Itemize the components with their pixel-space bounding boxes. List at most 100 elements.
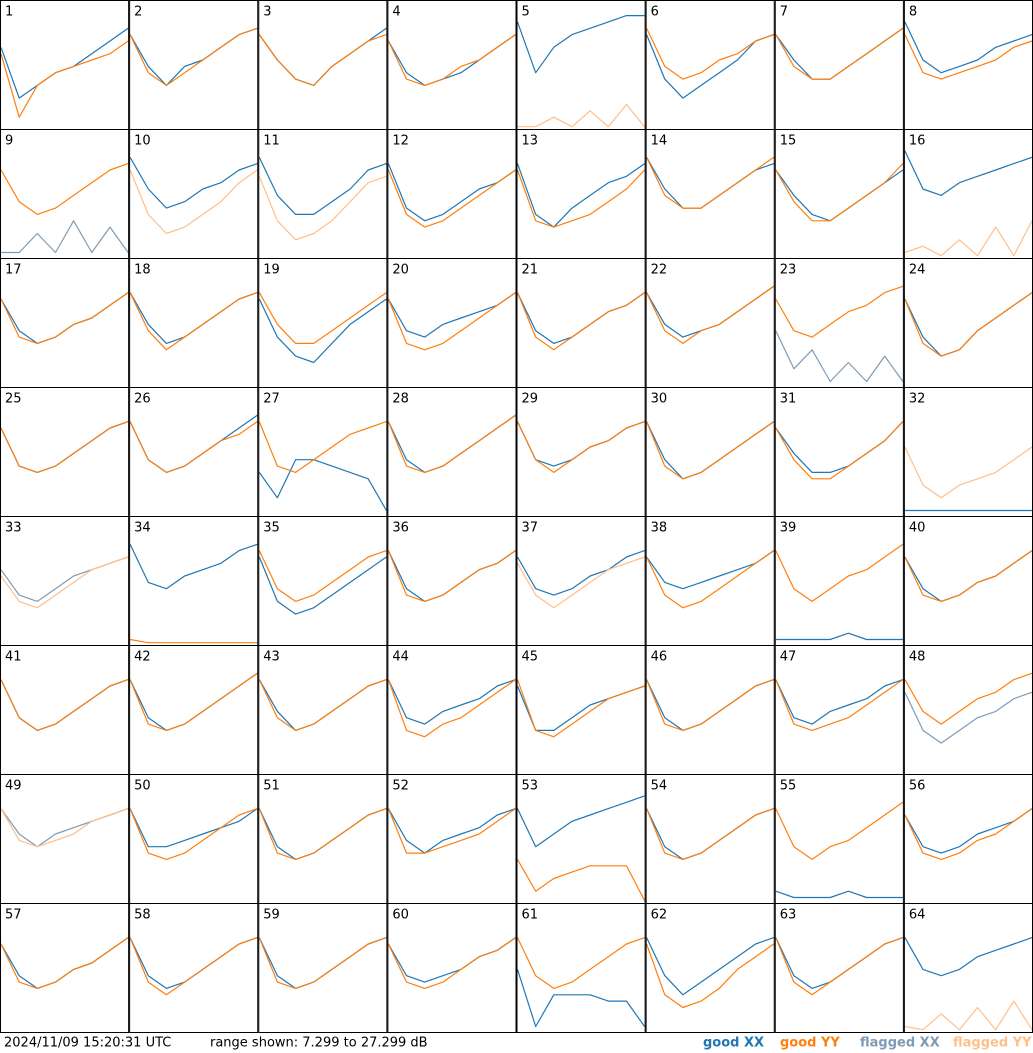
yy-spectrum — [775, 421, 904, 480]
yy-spectrum — [129, 27, 258, 86]
panel-label: 11 — [263, 134, 280, 149]
xx-spectrum — [387, 163, 516, 222]
xx-spectrum — [258, 459, 387, 511]
panel-label: 4 — [392, 5, 400, 20]
panel-label: 1 — [5, 5, 13, 20]
legend-entry: flagged YY — [953, 1036, 1032, 1051]
panel-label: 21 — [522, 263, 539, 278]
yy-spectrum — [775, 801, 904, 860]
xx-spectrum — [1, 220, 129, 254]
panel-label: 14 — [651, 134, 668, 149]
yy-spectrum — [0, 808, 129, 848]
panel-label: 54 — [651, 779, 668, 794]
yy-spectrum — [0, 937, 129, 989]
yy-spectrum — [775, 285, 904, 338]
xx-spectrum — [516, 795, 645, 848]
panel-frame — [129, 903, 259, 1033]
xx-spectrum — [129, 157, 258, 209]
panel-label: 26 — [134, 392, 151, 407]
panel-label: 15 — [780, 134, 797, 149]
yy-spectrum — [516, 556, 645, 609]
panel-label: 59 — [263, 908, 280, 923]
xx-spectrum — [258, 556, 387, 615]
panel-label: 23 — [780, 263, 797, 278]
yy-spectrum — [646, 28, 774, 80]
panel-label: 61 — [522, 908, 539, 923]
panel-label: 25 — [5, 392, 22, 407]
yy-spectrum — [387, 34, 516, 86]
yy-spectrum — [0, 679, 129, 731]
panel-label: 43 — [263, 650, 280, 665]
yy-spectrum — [904, 292, 1033, 357]
xx-spectrum — [775, 632, 903, 641]
panel-label: 50 — [134, 779, 151, 794]
xx-spectrum — [775, 890, 903, 899]
xx-spectrum — [646, 34, 774, 99]
yy-spectrum — [516, 859, 646, 901]
yy-spectrum — [387, 679, 516, 738]
panel-label: 57 — [5, 908, 22, 923]
yy-spectrum — [646, 285, 775, 344]
yy-spectrum — [0, 40, 129, 118]
xx-spectrum — [904, 808, 1033, 854]
yy-spectrum — [387, 292, 516, 351]
xx-spectrum — [516, 163, 645, 228]
panel-label: 10 — [134, 134, 151, 149]
timestamp: 2024/11/09 15:20:31 UTC — [4, 1036, 171, 1051]
panel-label: 27 — [263, 392, 280, 407]
panel-label: 18 — [134, 263, 151, 278]
legend-entry: good XX — [703, 1036, 764, 1051]
panel-label: 49 — [5, 779, 22, 794]
yy-spectrum — [258, 421, 387, 473]
panel-label: 29 — [522, 392, 539, 407]
xx-spectrum — [904, 691, 1033, 744]
panel-label: 38 — [651, 521, 668, 536]
yy-spectrum — [646, 808, 774, 860]
xx-spectrum — [387, 808, 516, 854]
panel-label: 5 — [522, 5, 530, 20]
yy-spectrum — [387, 550, 516, 602]
panel-frame — [387, 903, 517, 1033]
xx-spectrum — [904, 937, 1033, 977]
yy-spectrum — [387, 169, 516, 228]
yy-spectrum — [258, 679, 387, 731]
panel-label: 28 — [392, 392, 409, 407]
panel-label: 44 — [392, 650, 409, 665]
panel-frame — [258, 903, 388, 1033]
yy-spectrum — [516, 679, 645, 738]
yy-spectrum — [516, 292, 645, 351]
yy-spectrum — [129, 937, 258, 996]
yy-spectrum — [258, 292, 387, 344]
yy-spectrum — [904, 1000, 1033, 1031]
xx-spectrum — [516, 969, 646, 1028]
yy-spectrum — [258, 34, 387, 86]
panel-label: 2 — [134, 5, 142, 20]
panel-frame — [516, 903, 646, 1033]
panel-label: 56 — [909, 779, 926, 794]
panel-label: 55 — [780, 779, 797, 794]
yy-spectrum — [904, 672, 1033, 725]
yy-spectrum — [646, 550, 775, 609]
panel-label: 17 — [5, 263, 22, 278]
panel-label: 36 — [392, 521, 409, 536]
panel-label: 58 — [134, 908, 151, 923]
panel-label: 45 — [522, 650, 539, 665]
panel-frame — [645, 903, 775, 1033]
panel-label: 6 — [651, 5, 659, 20]
yy-spectrum — [904, 220, 1033, 257]
xx-spectrum — [387, 292, 516, 338]
yy-spectrum — [387, 808, 516, 854]
panel-label: 53 — [522, 779, 539, 794]
xx-spectrum — [646, 937, 774, 996]
panel-label: 19 — [263, 263, 280, 278]
panel-label: 39 — [780, 521, 797, 536]
panel-label: 35 — [263, 521, 280, 536]
panel-label: 30 — [651, 392, 668, 407]
panel-label: 33 — [5, 521, 22, 536]
panel-label: 12 — [392, 134, 409, 149]
panel-label: 51 — [263, 779, 280, 794]
panel-label: 62 — [651, 908, 668, 923]
yy-spectrum — [258, 808, 387, 860]
yy-spectrum — [0, 421, 129, 473]
